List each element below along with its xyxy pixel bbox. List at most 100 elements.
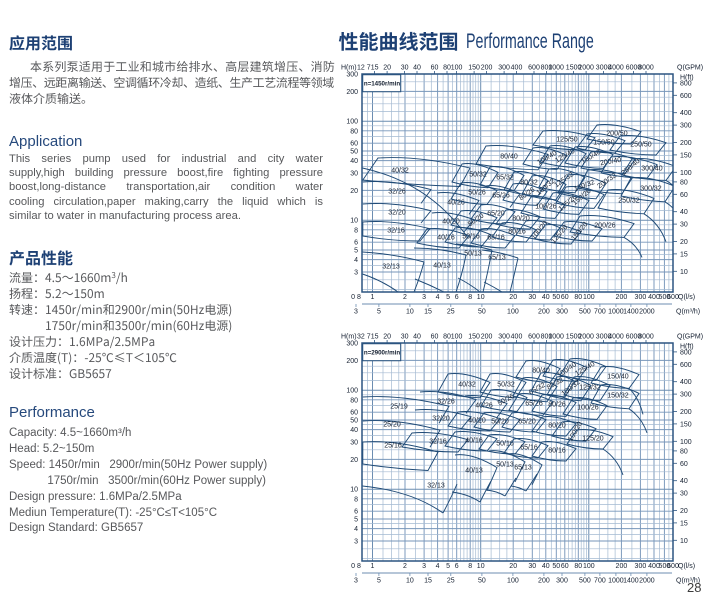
svg-text:100: 100 [583,563,595,570]
svg-text:40/32: 40/32 [458,382,476,389]
svg-text:200: 200 [680,409,692,416]
svg-text:60: 60 [350,410,358,417]
svg-text:500: 500 [659,563,671,570]
svg-text:6000: 6000 [626,65,642,72]
svg-text:50/32: 50/32 [469,172,487,179]
svg-text:300: 300 [498,334,510,341]
svg-text:80/16: 80/16 [548,448,566,455]
svg-text:32/13: 32/13 [427,483,445,490]
svg-text:700: 700 [594,578,606,585]
svg-text:300: 300 [635,563,647,570]
svg-text:300: 300 [498,65,510,72]
svg-text:8: 8 [468,563,472,570]
svg-text:25: 25 [447,309,455,316]
svg-text:60: 60 [680,461,688,468]
svg-text:30: 30 [401,65,409,72]
svg-text:50: 50 [350,149,358,156]
svg-text:65/26: 65/26 [525,401,543,408]
svg-text:1000: 1000 [608,578,624,585]
svg-text:200: 200 [538,578,550,585]
svg-text:50/16: 50/16 [462,234,480,241]
svg-text:80: 80 [680,179,688,186]
svg-text:6: 6 [455,294,459,301]
svg-text:8: 8 [354,496,358,503]
svg-text:100: 100 [680,170,692,177]
svg-text:65/16: 65/16 [520,445,538,452]
svg-text:800: 800 [680,80,692,87]
svg-text:0 8: 0 8 [351,294,361,301]
svg-text:150/40: 150/40 [607,374,629,381]
svg-text:30: 30 [680,491,688,498]
svg-text:40/20: 40/20 [468,418,486,425]
svg-text:300: 300 [346,341,358,348]
svg-text:80/16: 80/16 [508,229,526,236]
svg-text:8000: 8000 [638,334,654,341]
svg-text:800: 800 [541,65,553,72]
svg-text:40/32: 40/32 [391,168,409,175]
svg-text:60: 60 [680,192,688,199]
svg-text:500: 500 [579,578,591,585]
svg-text:50: 50 [552,563,560,570]
svg-text:1000: 1000 [608,309,624,316]
svg-text:4000: 4000 [608,65,624,72]
svg-text:200: 200 [346,358,358,365]
svg-text:2: 2 [403,563,407,570]
svg-text:60: 60 [350,141,358,148]
svg-text:600: 600 [667,294,679,301]
svg-text:250/32: 250/32 [618,198,640,205]
svg-text:20: 20 [383,334,391,341]
svg-text:12 7: 12 7 [357,65,371,72]
svg-text:10: 10 [477,294,485,301]
svg-text:125/50: 125/50 [556,137,578,144]
svg-text:40: 40 [350,158,358,165]
svg-text:4: 4 [354,526,358,533]
svg-text:10: 10 [350,487,358,494]
svg-text:30: 30 [350,171,358,178]
svg-text:15: 15 [371,65,379,72]
svg-text:200: 200 [538,309,550,316]
svg-text:50/13: 50/13 [464,251,482,258]
svg-text:50: 50 [478,578,486,585]
svg-text:600: 600 [680,93,692,100]
svg-text:150: 150 [468,65,480,72]
svg-text:15: 15 [424,578,432,585]
svg-text:25: 25 [447,578,455,585]
svg-text:40: 40 [542,563,550,570]
svg-text:125/20: 125/20 [582,436,604,443]
svg-text:32 7: 32 7 [357,334,371,341]
svg-text:400: 400 [511,65,523,72]
svg-text:3: 3 [354,270,358,277]
svg-text:H(m): H(m) [341,65,357,72]
svg-text:Q(l/s): Q(l/s) [678,294,695,301]
svg-text:80/40: 80/40 [532,368,550,375]
svg-text:400: 400 [680,379,692,386]
svg-text:25/20: 25/20 [383,422,401,429]
svg-text:1400: 1400 [623,578,639,585]
svg-text:1: 1 [371,294,375,301]
svg-text:80: 80 [350,128,358,135]
svg-text:30: 30 [680,222,688,229]
svg-text:25/16: 25/16 [384,443,402,450]
svg-text:80/26: 80/26 [548,402,566,409]
svg-text:H(m): H(m) [341,334,357,341]
svg-text:2: 2 [403,294,407,301]
svg-text:60: 60 [431,334,439,341]
svg-text:80: 80 [443,334,451,341]
svg-text:Q(l/s): Q(l/s) [678,563,695,570]
svg-text:4: 4 [354,257,358,264]
svg-text:300: 300 [680,123,692,130]
svg-text:400: 400 [648,294,660,301]
svg-text:10: 10 [477,563,485,570]
svg-text:8: 8 [354,227,358,234]
svg-text:800: 800 [541,334,553,341]
svg-text:200/50: 200/50 [606,131,628,138]
svg-text:100: 100 [346,388,358,395]
svg-text:200: 200 [346,89,358,96]
svg-text:150: 150 [468,334,480,341]
svg-text:100/26: 100/26 [535,204,557,211]
svg-text:30: 30 [350,440,358,447]
svg-text:3000: 3000 [596,65,612,72]
svg-text:50/32: 50/32 [497,382,515,389]
svg-text:100/20: 100/20 [530,220,549,241]
svg-text:10: 10 [680,538,688,545]
